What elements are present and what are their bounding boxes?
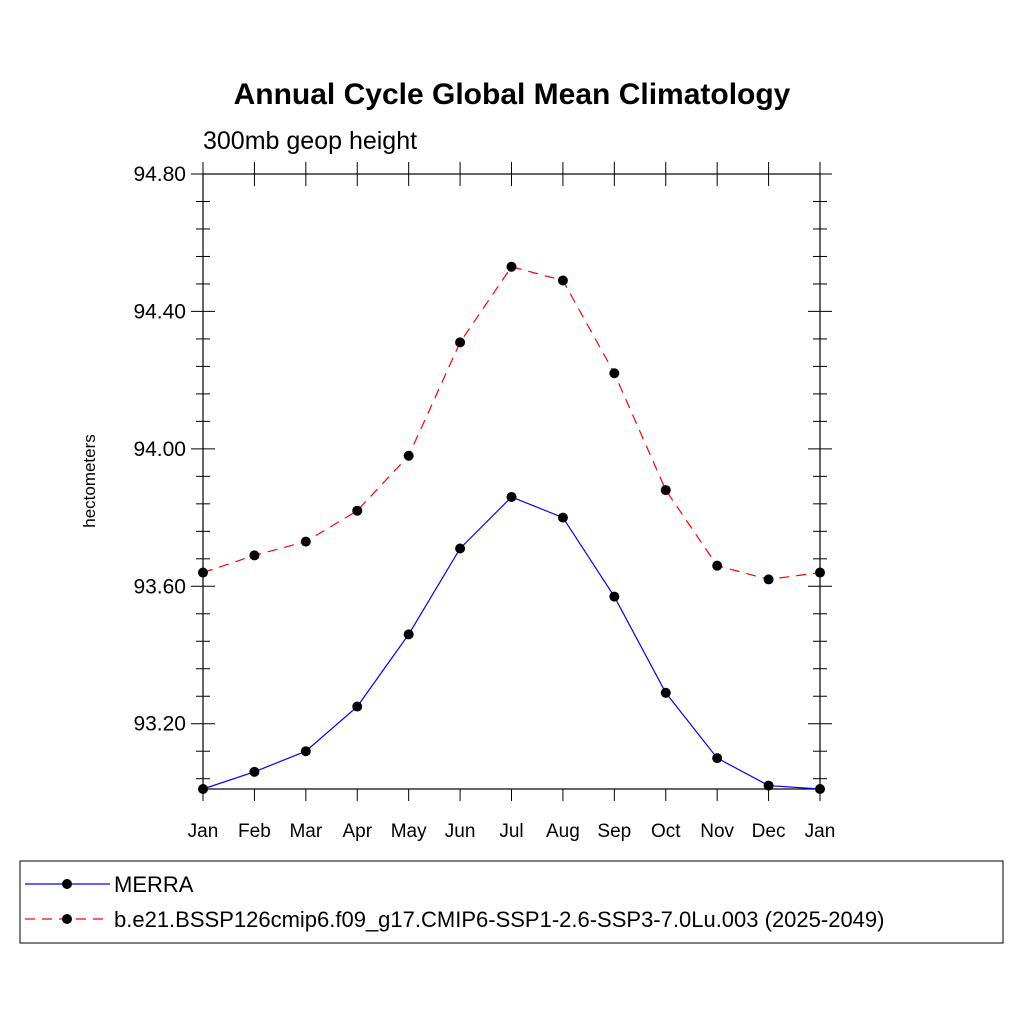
x-tick-label: Jan — [805, 821, 836, 842]
data-point — [300, 536, 311, 547]
data-point — [198, 784, 208, 794]
x-axis-tick-labels: Jan Feb Mar Apr May Jun Jul Aug Sep Oct Nov Dec Jan — [188, 821, 836, 842]
data-point — [455, 337, 466, 348]
series-1 — [198, 261, 825, 585]
data-point — [455, 543, 466, 554]
x-tick-label: Jul — [499, 821, 523, 842]
x-tick-label: Sep — [597, 821, 631, 842]
data-point — [712, 560, 723, 571]
y-axis-tick-labels: 94.80 94.40 94.00 93.60 93.20 — [133, 163, 186, 736]
x-tick-label: Oct — [651, 821, 681, 842]
data-point — [712, 753, 723, 764]
legend-entry-model: b.e21.BSSP126cmip6.f09_g17.CMIP6-SSP1-2.… — [25, 907, 884, 932]
y-tick-label: 93.20 — [133, 713, 186, 736]
data-point — [403, 629, 414, 640]
data-point — [609, 591, 620, 602]
data-point — [557, 512, 568, 523]
y-tick-label: 94.80 — [133, 163, 186, 186]
legend-entry-merra: MERRA — [25, 872, 194, 897]
legend-box — [19, 860, 1004, 944]
data-point — [352, 505, 363, 516]
data-point — [198, 567, 208, 578]
x-tick-label: Jun — [445, 821, 476, 842]
y-tick-label: 94.00 — [133, 438, 186, 461]
data-point — [506, 491, 517, 502]
series-layer — [198, 261, 825, 794]
x-tick-label: Nov — [700, 821, 734, 842]
data-point — [557, 275, 568, 286]
legend-marker-model — [62, 914, 72, 924]
x-tick-label: Dec — [752, 821, 786, 842]
x-tick-label: Feb — [238, 821, 271, 842]
series-0 — [198, 491, 825, 794]
x-tick-label: Jan — [188, 821, 219, 842]
data-point — [403, 450, 414, 461]
legend: MERRA b.e21.BSSP126cmip6.f09_g17.CMIP6-S… — [19, 860, 1004, 944]
chart-subtitle: 300mb geop height — [203, 127, 417, 155]
data-point — [249, 766, 260, 777]
data-point — [506, 261, 517, 272]
y-axis-label: hectometers — [80, 434, 99, 528]
data-point — [763, 574, 774, 585]
data-point — [660, 687, 671, 698]
y-tick-label: 93.60 — [133, 575, 186, 598]
data-point — [763, 780, 774, 791]
data-point — [660, 485, 671, 496]
data-point — [609, 368, 620, 379]
legend-marker-merra — [62, 879, 72, 889]
data-point — [815, 567, 825, 578]
y-tick-label: 94.40 — [133, 300, 186, 323]
data-point — [352, 701, 363, 712]
legend-label-merra: MERRA — [114, 872, 194, 897]
data-point — [249, 550, 260, 561]
data-point — [815, 784, 825, 794]
data-point — [300, 746, 311, 757]
x-tick-label: May — [391, 821, 427, 842]
x-tick-label: Mar — [289, 821, 322, 842]
legend-label-model: b.e21.BSSP126cmip6.f09_g17.CMIP6-SSP1-2.… — [114, 907, 884, 932]
x-tick-label: Aug — [546, 821, 580, 842]
x-tick-label: Apr — [342, 821, 372, 842]
chart-title: Annual Cycle Global Mean Climatology — [234, 78, 791, 111]
